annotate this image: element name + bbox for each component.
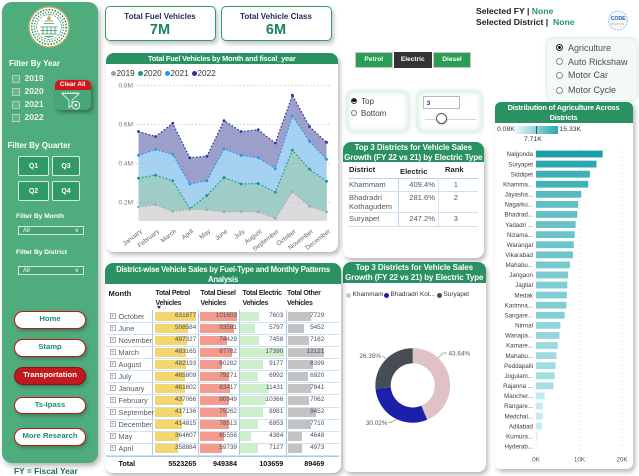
svg-text:0.6M: 0.6M: [118, 121, 133, 128]
svg-text:Karimna...: Karimna...: [505, 302, 533, 309]
svg-text:May: May: [198, 227, 212, 240]
svg-text:April: April: [180, 228, 194, 241]
svg-text:0.4M: 0.4M: [118, 160, 133, 167]
svg-text:June: June: [214, 227, 230, 241]
svg-text:Jayasha...: Jayasha...: [505, 192, 533, 199]
svg-text:26.35%: 26.35%: [359, 353, 381, 360]
svg-text:Mancher...: Mancher...: [504, 393, 533, 400]
svg-text:43.64%: 43.64%: [449, 351, 471, 358]
svg-text:0.2M: 0.2M: [118, 199, 133, 206]
svg-text:20K: 20K: [616, 457, 628, 464]
svg-text:Adilabad: Adilabad: [509, 423, 534, 430]
svg-text:Sangare...: Sangare...: [504, 312, 533, 319]
svg-text:Yadadri ...: Yadadri ...: [505, 222, 533, 229]
svg-text:CODE: CODE: [611, 16, 626, 22]
svg-text:Siddipet: Siddipet: [511, 171, 534, 178]
svg-text:Wanapa...: Wanapa...: [505, 333, 533, 340]
svg-text:Rangare...: Rangare...: [504, 403, 533, 410]
svg-text:Rajanna ...: Rajanna ...: [503, 383, 533, 390]
svg-text:Kamare...: Kamare...: [506, 343, 533, 350]
svg-text:Jangaon: Jangaon: [509, 272, 533, 279]
svg-text:Mahabu...: Mahabu...: [505, 353, 533, 360]
svg-text:Mahabu...: Mahabu...: [505, 262, 533, 269]
svg-text:Bhadrad...: Bhadrad...: [504, 212, 533, 219]
svg-text:Hyderab...: Hyderab...: [504, 444, 533, 451]
svg-text:Medchal...: Medchal...: [504, 413, 533, 420]
svg-text:March: March: [159, 227, 178, 244]
svg-text:Nagarku...: Nagarku...: [504, 202, 533, 209]
svg-text:Nirmal: Nirmal: [515, 323, 533, 330]
svg-text:Suryapet: Suryapet: [508, 161, 533, 168]
svg-text:0.8M: 0.8M: [118, 82, 133, 89]
svg-text:Peddapalli: Peddapalli: [504, 363, 533, 370]
svg-text:Kumura...: Kumura...: [506, 433, 533, 440]
svg-text:Jogulam...: Jogulam...: [504, 373, 533, 380]
svg-text:Jagtial: Jagtial: [515, 282, 533, 289]
svg-text:Nalgonda: Nalgonda: [507, 151, 534, 158]
svg-text:Warangal: Warangal: [507, 242, 533, 249]
svg-text:Khamma...: Khamma...: [503, 181, 533, 188]
svg-text:BASICS: BASICS: [611, 22, 624, 26]
svg-text:10K: 10K: [574, 457, 586, 464]
svg-text:30.02%: 30.02%: [366, 420, 388, 427]
svg-text:Vikarabad: Vikarabad: [505, 252, 533, 259]
svg-text:Medak: Medak: [514, 292, 533, 299]
svg-text:Nizama...: Nizama...: [507, 232, 533, 239]
svg-text:0K: 0K: [532, 457, 541, 464]
